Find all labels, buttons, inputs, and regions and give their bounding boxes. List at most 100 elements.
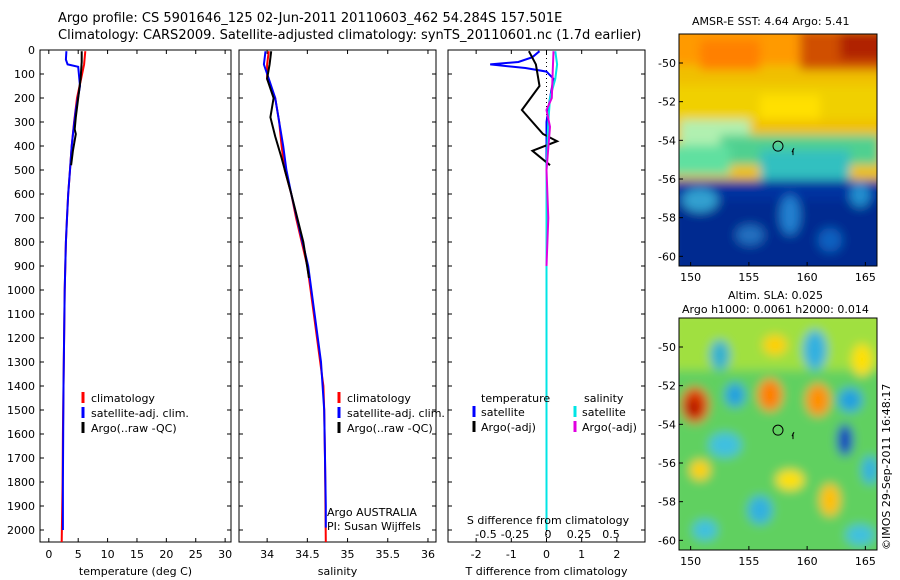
x-tick-label: 25 xyxy=(189,548,203,561)
x-tick-label: -1 xyxy=(506,548,517,561)
map-x-tick-label: 165 xyxy=(855,555,876,568)
float-track-mark xyxy=(791,431,795,440)
y-tick-label: 1400 xyxy=(7,380,35,393)
map-y-tick-label: -54 xyxy=(658,134,676,147)
top-tick-label: -0.25 xyxy=(501,528,529,541)
y-tick-label: 100 xyxy=(14,68,35,81)
y-tick-label: 700 xyxy=(14,212,35,225)
imos-timestamp-watermark: ©IMOS 29-Sep-2011 16:48:17 xyxy=(880,383,893,550)
y-tick-label: 1100 xyxy=(7,308,35,321)
map-y-tick-label: -60 xyxy=(658,250,676,263)
plot-frame xyxy=(238,49,437,543)
x-tick-label: 35 xyxy=(341,548,355,561)
annotation-line: PI: Susan Wijffels xyxy=(327,520,421,533)
map-y-tick-label: -52 xyxy=(658,380,676,393)
x-tick-label: 1 xyxy=(578,548,585,561)
y-tick-label: 500 xyxy=(14,164,35,177)
top-tick-label: 0 xyxy=(545,528,552,541)
map-y-tick-label: -52 xyxy=(658,96,676,109)
top-tick-label: 0.25 xyxy=(567,528,592,541)
map-x-tick-label: 155 xyxy=(738,271,759,284)
y-tick-label: 900 xyxy=(14,260,35,273)
x-tick-label: 34.5 xyxy=(295,548,320,561)
series-line-argo-raw-qc- xyxy=(70,51,83,166)
legend-label: Argo(..raw -QC) xyxy=(347,422,433,435)
map-x-tick-label: 155 xyxy=(738,555,759,568)
x-axis-label: temperature (deg C) xyxy=(79,565,192,578)
y-tick-label: 1800 xyxy=(7,476,35,489)
series-line-satellite-adj-clim- xyxy=(61,51,82,530)
temperature-profile-panel: 0 5 10 15 20 25 300100200300400500600700800900… xyxy=(7,44,232,578)
x-tick-label: 0 xyxy=(45,548,52,561)
annotation-line: Argo AUSTRALIA xyxy=(327,506,417,519)
map-y-tick-label: -58 xyxy=(658,212,676,225)
map-y-tick-label: -58 xyxy=(658,496,676,509)
legend-label: satellite-adj. clim. xyxy=(347,407,445,420)
figure-title-line1: Argo profile: CS 5901646_125 02-Jun-2011… xyxy=(58,11,563,26)
series-line-argo-raw-qc- xyxy=(266,51,310,279)
x-tick-label: 36 xyxy=(421,548,435,561)
y-tick-label: 1200 xyxy=(7,332,35,345)
legend-label: climatology xyxy=(347,392,411,405)
x-tick-label: 5 xyxy=(75,548,82,561)
y-tick-label: 0 xyxy=(28,44,35,57)
map-y-tick-label: -50 xyxy=(658,57,676,70)
legend-label: climatology xyxy=(91,392,155,405)
map-x-tick-label: 160 xyxy=(797,555,818,568)
map-y-tick-label: -54 xyxy=(658,418,676,431)
y-tick-label: 1700 xyxy=(7,452,35,465)
legend-label: satellite-adj. clim. xyxy=(91,407,189,420)
y-tick-label: 300 xyxy=(14,116,35,129)
difference-profile-panel: -2 -1 0 1 2 T difference from climatology temp… xyxy=(447,49,646,578)
y-tick-label: 600 xyxy=(14,188,35,201)
x-tick-label: 35.5 xyxy=(376,548,401,561)
x-tick-label: 20 xyxy=(159,548,173,561)
salinity-profile-panel: 34 34.5 35 35.5 36 salinity climatology satelli… xyxy=(238,49,445,578)
legend-header-salinity: salinity xyxy=(584,392,624,405)
top-tick-label: -0.5 xyxy=(475,528,496,541)
sst-heatmap xyxy=(679,34,877,266)
argo-position-marker xyxy=(772,140,784,152)
y-tick-label: 1600 xyxy=(7,428,35,441)
series-line-argo-adj- xyxy=(545,51,555,267)
legend-label: Argo(-adj) xyxy=(481,421,536,434)
sla-map-panel: 150 155 160 165 -50 -52 -54 -56 -58 -60 xyxy=(658,317,878,568)
sla-map-title-line1: Altim. SLA: 0.025 xyxy=(728,289,824,302)
figure-title-line2: Climatology: CARS2009. Satellite-adjuste… xyxy=(58,28,642,43)
y-tick-label: 1900 xyxy=(7,500,35,513)
legend-header-temperature: temperature xyxy=(481,392,550,405)
x-axis-label: salinity xyxy=(318,565,358,578)
y-tick-label: 1500 xyxy=(7,404,35,417)
legend-label: Argo(..raw -QC) xyxy=(91,422,177,435)
argo-position-marker xyxy=(772,424,784,436)
y-tick-label: 800 xyxy=(14,236,35,249)
y-tick-label: 200 xyxy=(14,92,35,105)
map-x-tick-label: 150 xyxy=(680,555,701,568)
y-tick-label: 1000 xyxy=(7,284,35,297)
series-line-satellite xyxy=(545,51,559,530)
top-tick-label: 0.5 xyxy=(602,528,620,541)
plot-frame xyxy=(39,49,232,543)
float-track-mark xyxy=(791,147,795,156)
y-tick-label: 400 xyxy=(14,140,35,153)
map-x-tick-label: 150 xyxy=(680,271,701,284)
sst-map-panel: 150 155 160 165 -50 -52 -54 -56 -58 -60 xyxy=(658,33,878,284)
sst-map-title: AMSR-E SST: 4.64 Argo: 5.41 xyxy=(692,15,850,28)
x-tick-label: 10 xyxy=(101,548,115,561)
top-axis-label: S difference from climatology xyxy=(467,514,630,527)
x-tick-label: 34 xyxy=(260,548,274,561)
map-y-tick-label: -50 xyxy=(658,341,676,354)
map-y-tick-label: -56 xyxy=(658,457,676,470)
y-tick-label: 1300 xyxy=(7,356,35,369)
map-x-tick-label: 165 xyxy=(855,271,876,284)
map-y-tick-label: -60 xyxy=(658,534,676,547)
legend-label: satellite xyxy=(481,406,525,419)
x-tick-label: 0 xyxy=(543,548,550,561)
legend-label: Argo(-adj) xyxy=(582,421,637,434)
x-tick-label: 2 xyxy=(613,548,620,561)
x-tick-label: 15 xyxy=(130,548,144,561)
map-y-tick-label: -56 xyxy=(658,173,676,186)
x-axis-label: T difference from climatology xyxy=(465,565,628,578)
y-tick-label: 2000 xyxy=(7,524,35,537)
